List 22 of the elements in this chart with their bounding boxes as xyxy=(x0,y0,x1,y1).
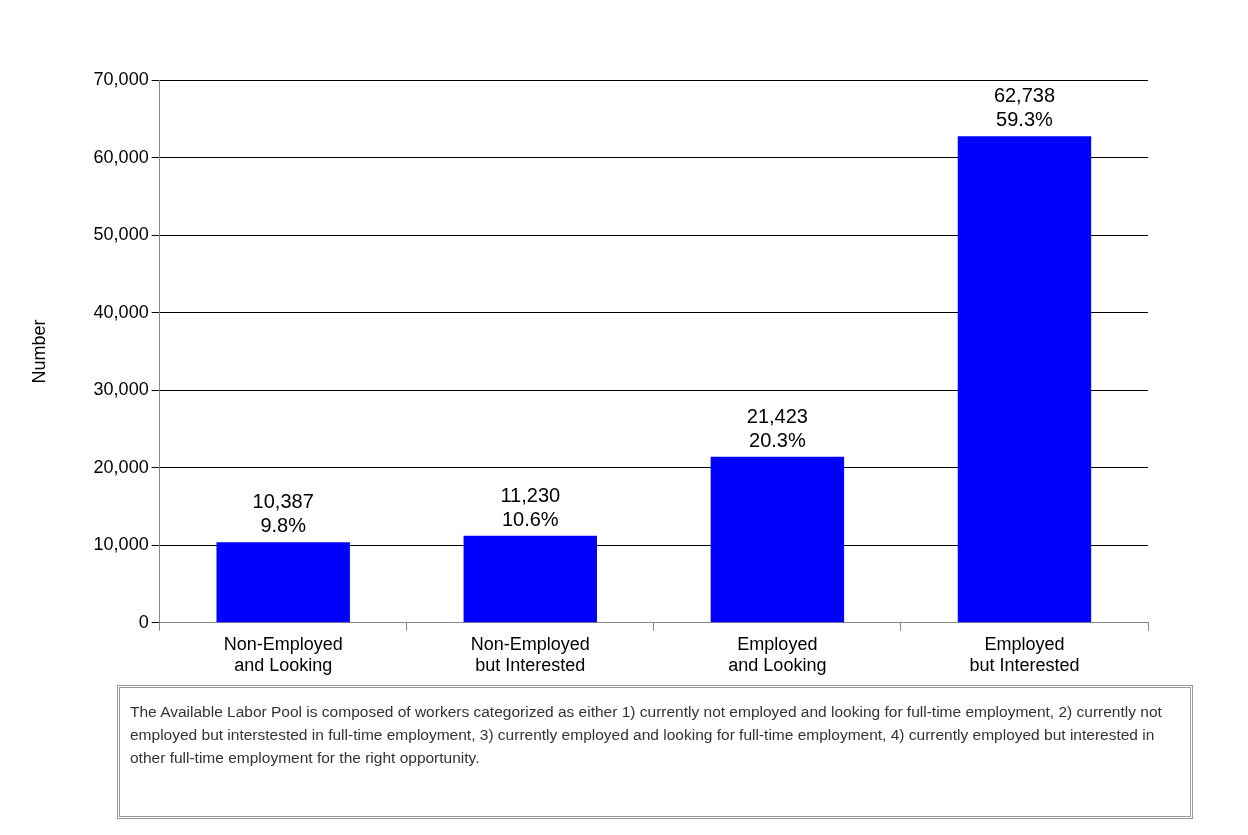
bar xyxy=(463,535,597,623)
y-tick-label: 60,000 xyxy=(93,146,149,167)
data-label: 10,387 9.8% xyxy=(252,490,314,537)
text: The Available Labor Pool is composed of workers categorized as either 1) currently not employed and looking for full-time employment, 2) currently not employed but interstested in full-time employment, 3) currently employed and looking for full-time employment, 4) currently employed but interested in other full-time employment for the right opportunity. xyxy=(130,702,1163,768)
y-tick-label: 70,000 xyxy=(93,68,149,89)
bar xyxy=(957,136,1092,623)
x-tick-label: Employed and Looking xyxy=(728,633,827,676)
y-tick-label: 30,000 xyxy=(93,379,149,400)
data-label: 62,738 59.3% xyxy=(993,84,1056,131)
bar xyxy=(216,542,350,623)
y-tick-label: 40,000 xyxy=(93,301,149,322)
y-tick-label: 20,000 xyxy=(93,456,149,477)
x-tick-label: Non-Employed but Interested xyxy=(470,633,590,676)
y-tick-label: 50,000 xyxy=(93,224,149,245)
x-tick-label: Non-Employed and Looking xyxy=(223,633,343,676)
data-label: 11,230 10.6% xyxy=(500,483,561,530)
bar xyxy=(710,456,845,623)
y-axis-title: Number xyxy=(28,319,49,384)
x-tick-label: Employed but Interested xyxy=(969,633,1080,676)
y-tick-label: 0 xyxy=(138,611,149,632)
y-tick-label: 10,000 xyxy=(93,534,149,555)
data-label: 21,423 20.3% xyxy=(746,404,808,451)
